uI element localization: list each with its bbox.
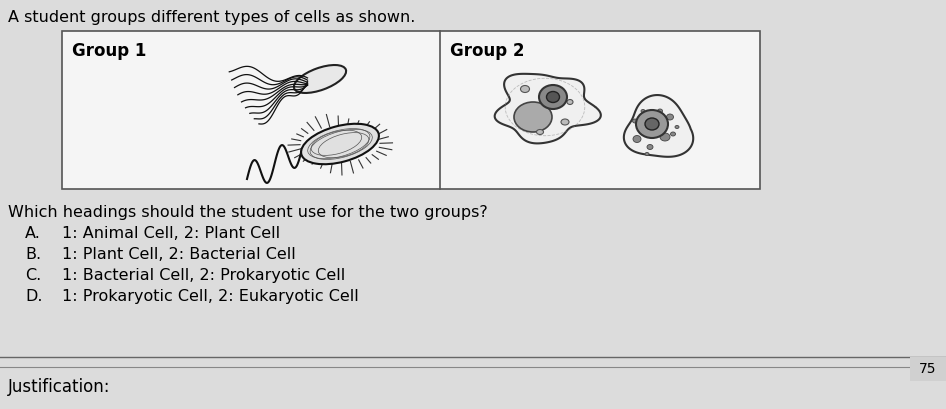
FancyBboxPatch shape [62,32,760,189]
Text: Justification:: Justification: [8,377,111,395]
Ellipse shape [520,86,530,93]
Text: 75: 75 [920,361,937,375]
Ellipse shape [536,130,544,135]
Ellipse shape [561,120,569,126]
Text: Group 1: Group 1 [72,42,147,60]
Ellipse shape [636,111,668,139]
Ellipse shape [567,100,573,105]
Text: B.: B. [25,246,41,261]
Polygon shape [495,74,601,144]
Text: 1: Plant Cell, 2: Bacterial Cell: 1: Plant Cell, 2: Bacterial Cell [62,246,296,261]
Ellipse shape [671,133,675,137]
Ellipse shape [675,126,679,129]
Ellipse shape [514,103,552,133]
Text: C.: C. [25,267,42,282]
Ellipse shape [645,153,649,156]
Polygon shape [623,96,693,157]
Ellipse shape [547,92,559,103]
Ellipse shape [667,115,674,121]
Ellipse shape [660,134,670,142]
Text: 1: Prokaryotic Cell, 2: Eukaryotic Cell: 1: Prokaryotic Cell, 2: Eukaryotic Cell [62,288,359,303]
Text: Group 2: Group 2 [450,42,524,60]
Ellipse shape [657,110,662,114]
Ellipse shape [647,145,653,150]
Text: D.: D. [25,288,43,303]
Ellipse shape [633,136,641,143]
Text: A.: A. [25,225,41,240]
Ellipse shape [301,124,379,165]
Ellipse shape [641,110,645,113]
Text: 1: Bacterial Cell, 2: Prokaryotic Cell: 1: Bacterial Cell, 2: Prokaryotic Cell [62,267,345,282]
Ellipse shape [645,119,659,131]
Text: A student groups different types of cells as shown.: A student groups different types of cell… [8,10,415,25]
Ellipse shape [640,119,654,131]
Ellipse shape [539,86,567,110]
Ellipse shape [633,120,638,124]
FancyBboxPatch shape [910,357,946,381]
Text: 1: Animal Cell, 2: Plant Cell: 1: Animal Cell, 2: Plant Cell [62,225,280,240]
Ellipse shape [294,66,346,94]
Text: Which headings should the student use for the two groups?: Which headings should the student use fo… [8,204,488,220]
